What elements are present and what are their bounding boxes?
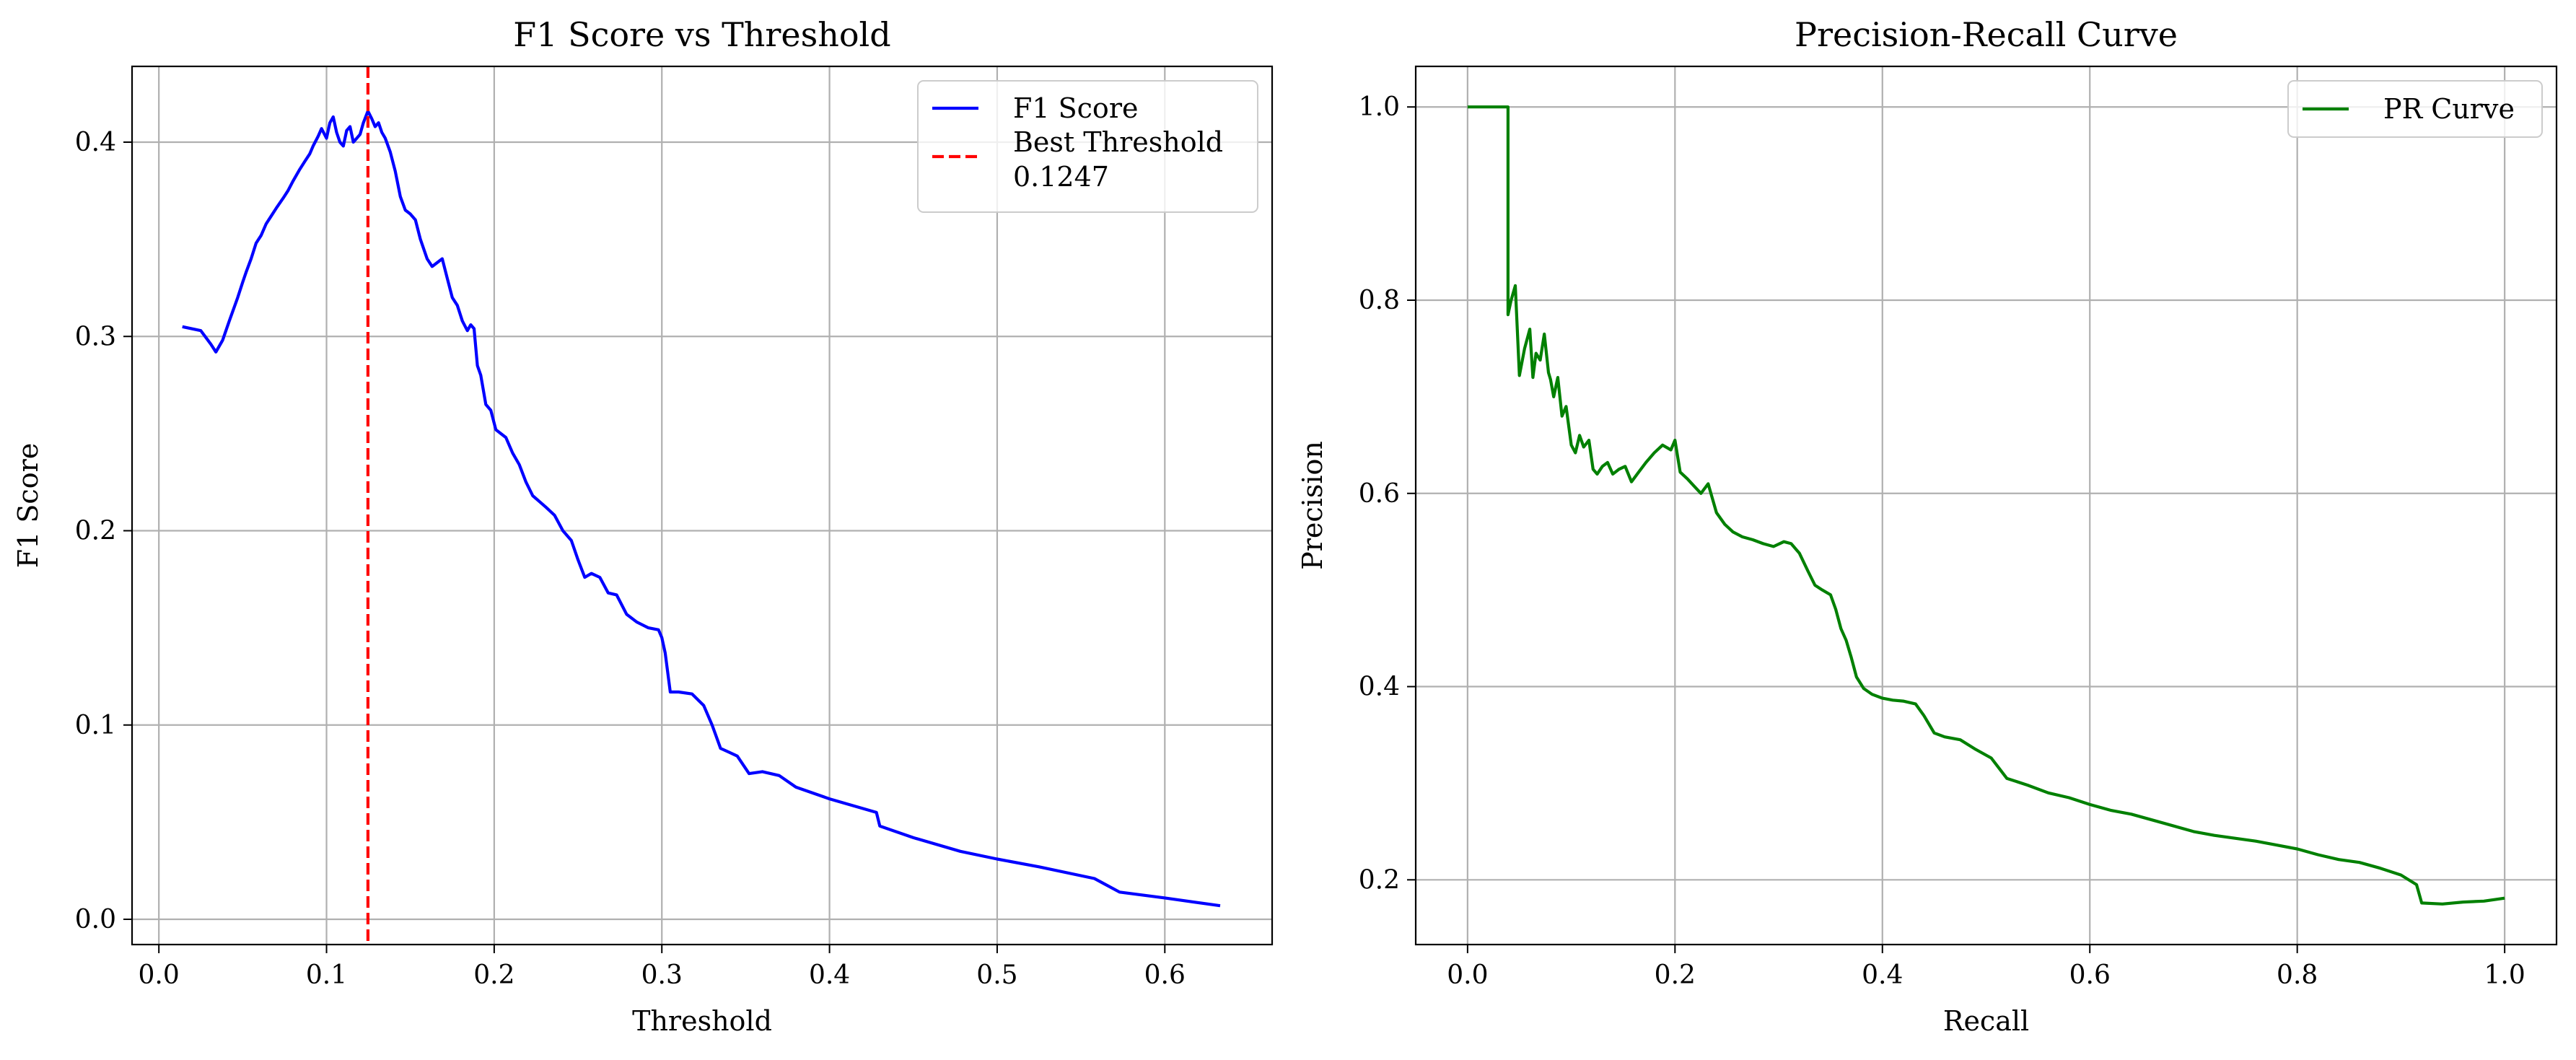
y-axis-label: F1 Score xyxy=(12,443,44,568)
x-axis-label: Recall xyxy=(1943,1005,2029,1037)
data-points xyxy=(182,110,1221,906)
x-tick-label: 0.2 xyxy=(1655,960,1696,990)
legend: PR Curve xyxy=(2287,80,2543,138)
legend-label-pr: PR Curve xyxy=(2383,93,2515,125)
chart-title: Precision-Recall Curve xyxy=(1795,15,2178,54)
legend-box xyxy=(2287,80,2543,138)
x-tick-label: 0.2 xyxy=(473,960,514,990)
legend-label-f1: F1 Score xyxy=(1013,92,1138,124)
y-tick-label: 0.4 xyxy=(75,128,116,157)
x-tick-label: 0.4 xyxy=(809,960,850,990)
x-tick-label: 0.1 xyxy=(306,960,347,990)
f1-threshold-panel: F1 Score vs Threshold Threshold F1 Score… xyxy=(12,15,1274,1037)
x-tick-label: 0.6 xyxy=(1144,960,1186,990)
x-tick-label: 0.6 xyxy=(2069,960,2111,990)
x-tick-label: 1.0 xyxy=(2484,960,2525,990)
y-tick-label: 0.2 xyxy=(1359,865,1400,895)
y-tick-label: 0.3 xyxy=(75,322,116,351)
y-tick-label: 0.4 xyxy=(1359,673,1400,702)
y-tick-label: 0.8 xyxy=(1359,286,1400,315)
legend-box xyxy=(917,80,1258,213)
chart-title: F1 Score vs Threshold xyxy=(513,15,890,54)
y-tick-label: 0.1 xyxy=(75,711,116,740)
grid xyxy=(1416,66,2557,945)
axes-frame xyxy=(1414,65,2558,946)
x-tick-label: 0.3 xyxy=(641,960,683,990)
x-tick-label: 0.0 xyxy=(1447,960,1488,990)
y-tick-label: 0.0 xyxy=(75,905,116,934)
x-tick-label: 0.0 xyxy=(139,960,180,990)
y-tick-label: 0.6 xyxy=(1359,479,1400,509)
precision-recall-panel: Precision-Recall Curve Recall Precision … xyxy=(1297,15,2558,1037)
y-tick-label: 0.2 xyxy=(75,517,116,546)
axis-ticks: 0.0 0.2 0.4 0.6 0.8 1.0 0.2 0.4 0.6 0.8 1.0 xyxy=(1359,92,2525,990)
x-tick-label: 0.5 xyxy=(976,960,1017,990)
data-points xyxy=(1467,107,2505,904)
grid xyxy=(132,66,1272,945)
x-axis-label: Threshold xyxy=(632,1005,772,1037)
x-tick-label: 0.4 xyxy=(1862,960,1903,990)
axes-frame xyxy=(131,65,1274,946)
x-tick-label: 0.8 xyxy=(2277,960,2318,990)
legend-label-best: Best Threshold 0.1247 xyxy=(1013,126,1223,193)
axis-ticks: 0.0 0.1 0.2 0.3 0.4 0.5 0.6 0.0 0.1 0.2 0.3 0.4 xyxy=(75,128,1186,990)
y-axis-label: Precision xyxy=(1297,441,1328,570)
y-tick-label: 1.0 xyxy=(1359,92,1400,122)
